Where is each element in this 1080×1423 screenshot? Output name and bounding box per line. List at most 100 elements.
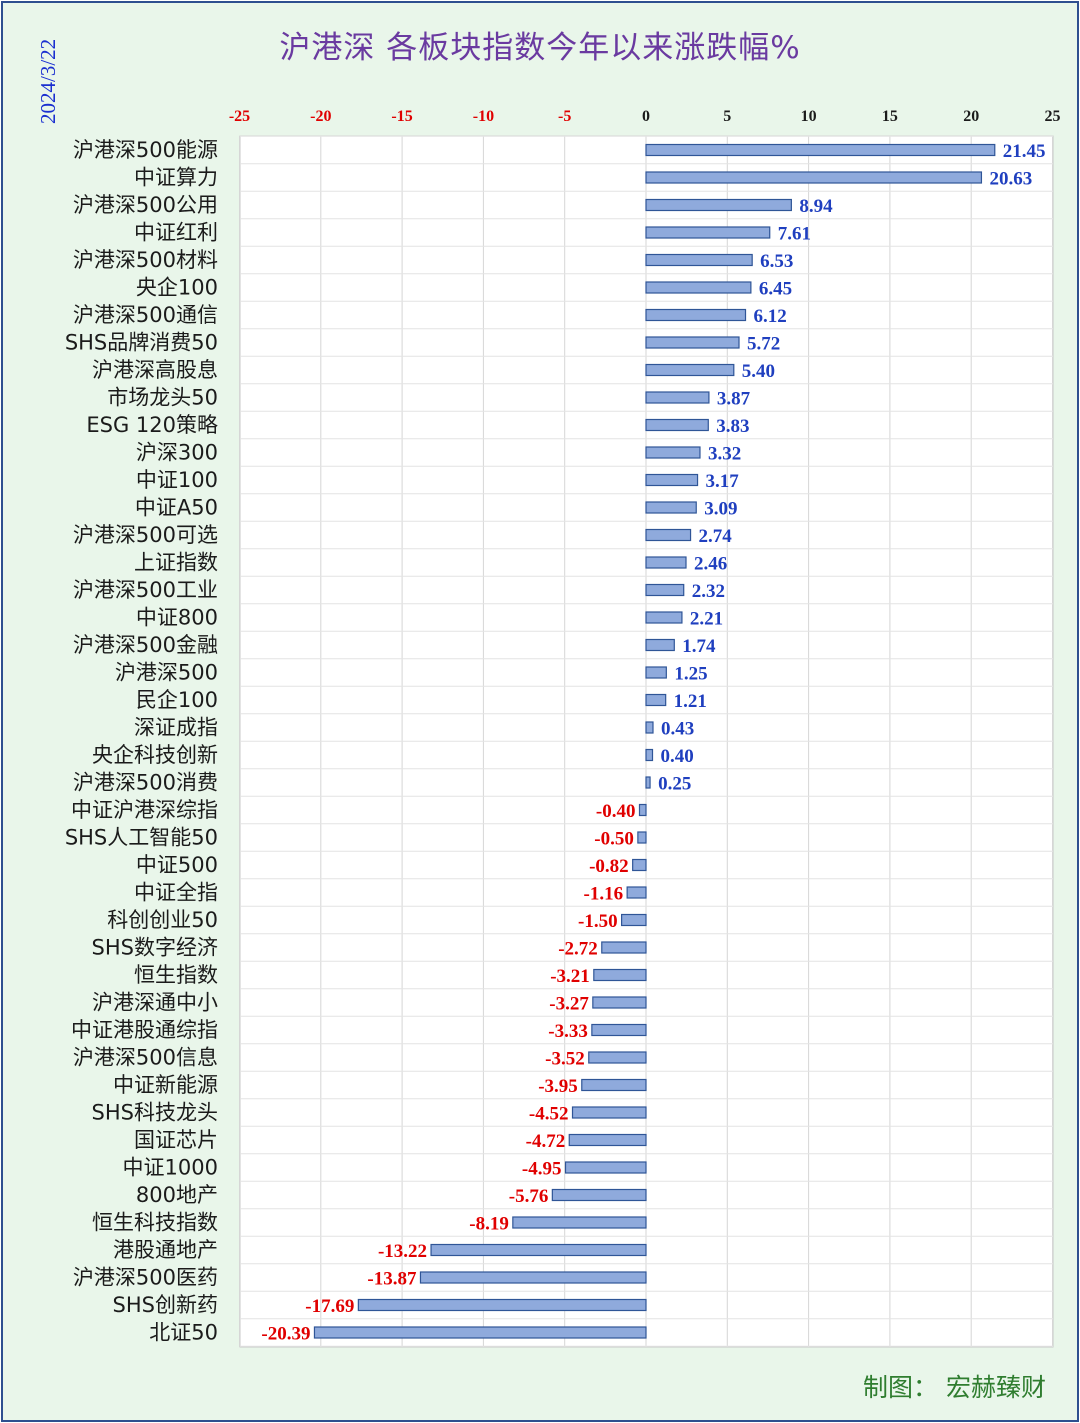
value-label: -3.27 <box>549 994 589 1015</box>
value-label: 0.25 <box>658 774 691 795</box>
bar <box>645 391 710 404</box>
bar <box>551 1188 647 1202</box>
value-label: 2.21 <box>690 609 723 630</box>
bar <box>621 913 647 927</box>
value-label: -2.72 <box>558 939 598 960</box>
category-label: SHS创新药 <box>113 1293 218 1317</box>
category-label: 中证新能源 <box>113 1073 218 1097</box>
value-label: 6.53 <box>760 251 793 272</box>
value-label: 3.09 <box>704 499 737 520</box>
value-label: -5.76 <box>509 1186 549 1207</box>
category-label: 恒生指数 <box>134 963 218 987</box>
category-label: 北证50 <box>149 1321 218 1345</box>
bar <box>593 968 647 982</box>
category-label: 沪港深高股息 <box>92 358 218 382</box>
tick-layer: -25 -20 -15 -10 -5 0 5 10 15 20 25 <box>229 108 1061 125</box>
value-label: 3.32 <box>708 444 741 465</box>
category-label: SHS品牌消费50 <box>65 331 218 355</box>
bar <box>645 308 747 322</box>
bar <box>313 1326 647 1339</box>
category-label: 沪港深通中小 <box>92 991 218 1015</box>
value-label: 0.43 <box>661 719 694 740</box>
category-label: 沪港深500金融 <box>73 633 218 657</box>
bar <box>588 1051 647 1064</box>
value-label: 0.40 <box>661 746 694 767</box>
category-label: 中证500 <box>136 853 218 877</box>
bar <box>645 253 753 267</box>
category-label: 沪深300 <box>136 441 218 465</box>
value-label: -0.40 <box>596 801 636 822</box>
value-label: -3.52 <box>545 1049 585 1070</box>
value-label: 3.17 <box>706 471 740 492</box>
x-tick-label: 25 <box>1045 108 1061 125</box>
category-label: 科创创业50 <box>107 908 218 932</box>
bar <box>645 418 709 432</box>
category-label: 中证1000 <box>123 1156 218 1180</box>
bar <box>645 556 687 569</box>
category-label: 沪港深500材料 <box>73 248 218 272</box>
bar <box>638 803 647 817</box>
bar <box>645 363 735 377</box>
value-label: 20.63 <box>989 169 1032 190</box>
value-label: 21.45 <box>1003 141 1046 162</box>
category-label: SHS数字经济 <box>92 936 218 960</box>
value-label: -0.50 <box>594 829 634 850</box>
category-label: 沪港深500信息 <box>73 1046 218 1070</box>
category-label: 港股通地产 <box>113 1238 218 1262</box>
category-label: 800地产 <box>136 1183 218 1207</box>
category-label: 央企科技创新 <box>92 743 218 767</box>
bar <box>645 721 654 734</box>
bar <box>564 1161 647 1174</box>
bar <box>645 748 654 762</box>
bar <box>357 1298 647 1312</box>
bar <box>637 831 647 844</box>
value-label: 1.21 <box>674 691 707 712</box>
category-label: 沪港深500消费 <box>73 771 218 795</box>
x-tick-label: -20 <box>310 108 331 125</box>
bar <box>512 1216 647 1229</box>
category-label: 沪港深500可选 <box>73 523 218 547</box>
category-label: 央企100 <box>136 276 218 300</box>
bar <box>645 143 996 157</box>
category-label: 中证A50 <box>135 496 218 520</box>
bar <box>645 583 685 597</box>
category-label: 沪港深500通信 <box>73 303 218 327</box>
x-tick-label: -10 <box>473 108 494 125</box>
category-label: 中证800 <box>136 606 218 630</box>
value-label: 3.87 <box>717 389 751 410</box>
x-tick-label: -25 <box>229 108 250 125</box>
bar <box>645 473 699 487</box>
bar <box>645 611 683 624</box>
category-label: 沪港深500工业 <box>73 578 218 602</box>
category-label: SHS科技龙头 <box>92 1101 218 1125</box>
category-label: 市场龙头50 <box>107 386 218 410</box>
value-label: -20.39 <box>261 1324 310 1345</box>
category-label: 中证港股通综指 <box>71 1018 218 1042</box>
value-label: 6.45 <box>759 279 792 300</box>
value-label: -1.50 <box>578 911 618 932</box>
x-tick-label: 10 <box>801 108 817 125</box>
value-label: -3.33 <box>548 1021 588 1042</box>
category-label: 深证成指 <box>134 716 218 740</box>
category-label: 恒生科技指数 <box>92 1211 218 1235</box>
bar <box>645 638 675 652</box>
value-label: -8.19 <box>469 1214 509 1235</box>
value-label: 1.25 <box>674 664 707 685</box>
value-label: -4.52 <box>529 1104 569 1125</box>
category-label: 中证100 <box>136 468 218 492</box>
value-label: -3.21 <box>550 966 590 987</box>
x-tick-label: 15 <box>882 108 898 125</box>
bar <box>645 281 752 294</box>
bar <box>571 1106 647 1119</box>
value-label: -13.22 <box>378 1241 427 1262</box>
bar <box>592 996 647 1009</box>
bar <box>568 1133 647 1147</box>
category-label: 沪港深500公用 <box>73 193 218 217</box>
category-label: 上证指数 <box>134 551 218 575</box>
bar <box>645 336 740 349</box>
bar <box>645 501 697 514</box>
value-label: 7.61 <box>778 224 811 245</box>
category-label: 中证沪港深综指 <box>71 798 218 822</box>
value-label: 2.46 <box>694 554 727 575</box>
